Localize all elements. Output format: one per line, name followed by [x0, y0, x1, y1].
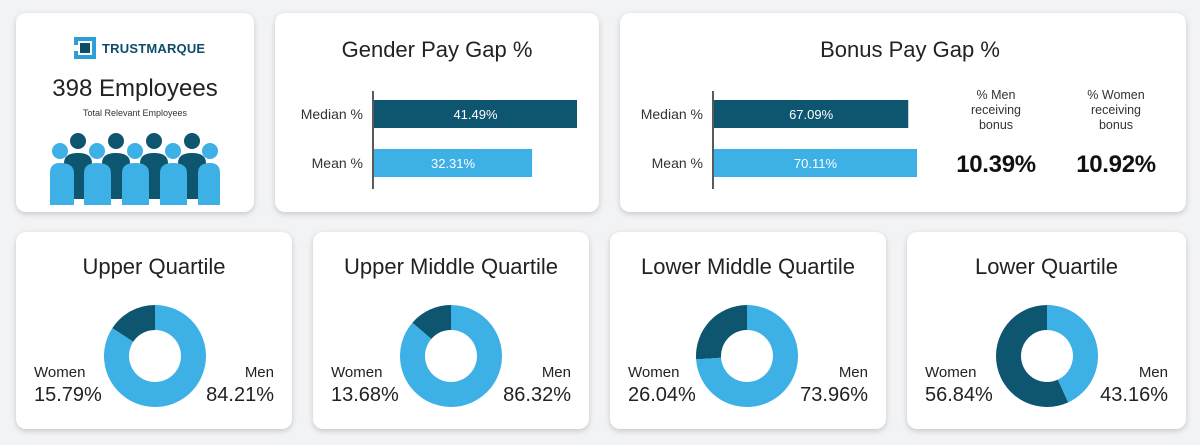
men-receiving-bonus-label: % Men receiving bonus: [970, 88, 1022, 132]
men-share: Men 73.96%: [800, 364, 868, 407]
bonus-pay-gap-chart: Median % 67.09% Mean % 70.11%: [641, 91, 917, 189]
men-share: Men 86.32%: [503, 364, 571, 407]
donut-slice-women: [112, 305, 155, 342]
donut-slice-men: [696, 305, 798, 407]
employees-card: TRUSTMARQUE 398 Employees Total Relevant…: [16, 13, 254, 212]
bar-category-label: Median %: [301, 106, 363, 122]
men-label: Men: [541, 364, 571, 381]
bonus-pay-gap-card: Bonus Pay Gap % Median % 67.09% Mean % 70.1…: [620, 13, 1186, 212]
lower-middle-quartile-donut: [696, 305, 798, 407]
quartile-title: Upper Middle Quartile: [344, 254, 558, 279]
quartile-title: Lower Middle Quartile: [641, 254, 855, 279]
women-receiving-bonus-label: % Women receiving bonus: [1087, 88, 1145, 132]
men-share: Men 43.16%: [1100, 364, 1168, 407]
bar-value-label: 67.09%: [789, 107, 834, 122]
bar-mean: [714, 149, 917, 177]
women-share: Women 26.04%: [628, 364, 696, 407]
women-share: Women 15.79%: [34, 364, 102, 407]
women-value: 13.68%: [331, 384, 399, 406]
donut-slice-men: [104, 305, 206, 407]
lower-middle-quartile-card: Lower Middle Quartile Women 26.04% Men 7…: [610, 232, 886, 429]
trustmarque-logo-icon: [74, 37, 96, 59]
quartile-title: Lower Quartile: [974, 254, 1119, 279]
men-value: 43.16%: [1100, 384, 1168, 406]
brand-logo: TRUSTMARQUE: [74, 37, 205, 59]
donut-slice-women: [696, 305, 747, 360]
quartile-title: Upper Quartile: [82, 254, 226, 279]
brand-name: TRUSTMARQUE: [102, 40, 206, 56]
men-value: 86.32%: [503, 384, 571, 406]
donut-slice-men: [400, 305, 502, 407]
people-group-icon: [50, 129, 220, 210]
donut-slice-men: [1047, 305, 1098, 403]
women-label: Women: [628, 364, 680, 381]
upper-middle-quartile-card: Upper Middle Quartile Women 13.68% Men 8…: [313, 232, 589, 429]
bar-value-label: 32.31%: [431, 156, 476, 171]
gender-pay-gap-card: Gender Pay Gap % Median % 41.49% Mean % 32.…: [275, 13, 599, 212]
women-value: 56.84%: [925, 384, 993, 406]
women-label: Women: [925, 364, 977, 381]
bar-mean: [374, 149, 533, 177]
lower-quartile-donut: [996, 305, 1098, 407]
upper-middle-quartile-donut: [400, 305, 502, 407]
bar-value-label: 70.11%: [794, 156, 838, 171]
men-label: Men: [1138, 364, 1168, 381]
upper-quartile-card: Upper Quartile Women 15.79% Men 84.21%: [16, 232, 292, 429]
women-share: Women 13.68%: [331, 364, 399, 407]
gender-pay-gap-title: Gender Pay Gap %: [341, 37, 533, 62]
bar-category-label: Mean %: [312, 155, 363, 171]
women-label: Women: [34, 364, 86, 381]
gender-pay-gap-chart: Median % 41.49% Mean % 32.31%: [301, 91, 577, 189]
bonus-pay-gap-title: Bonus Pay Gap %: [820, 37, 1000, 62]
bar-value-label: 41.49%: [453, 107, 498, 122]
donut-slice-women: [412, 305, 451, 340]
women-receiving-bonus-stat: % Women receiving bonus 10.92%: [1060, 88, 1172, 179]
employee-count: 398 Employees: [52, 75, 218, 102]
donut-slice-women: [996, 305, 1069, 407]
women-value: 15.79%: [34, 384, 102, 406]
women-receiving-bonus-value: 10.92%: [1076, 151, 1156, 178]
bar-median: [374, 100, 577, 128]
bar-category-label: Mean %: [652, 155, 703, 171]
men-receiving-bonus-stat: % Men receiving bonus 10.39%: [942, 88, 1050, 179]
women-share: Women 56.84%: [925, 364, 993, 407]
men-value: 73.96%: [800, 384, 868, 406]
bar-category-label: Median %: [641, 106, 703, 122]
employee-count-caption: Total Relevant Employees: [82, 108, 188, 118]
men-share: Men 84.21%: [206, 364, 274, 407]
women-value: 26.04%: [628, 384, 696, 406]
men-value: 84.21%: [206, 384, 274, 406]
upper-quartile-donut: [104, 305, 206, 407]
lower-quartile-card: Lower Quartile Women 56.84% Men 43.16%: [907, 232, 1186, 429]
men-receiving-bonus-value: 10.39%: [956, 151, 1036, 178]
men-label: Men: [244, 364, 274, 381]
women-label: Women: [331, 364, 383, 381]
men-label: Men: [838, 364, 868, 381]
bar-median: [714, 100, 909, 128]
